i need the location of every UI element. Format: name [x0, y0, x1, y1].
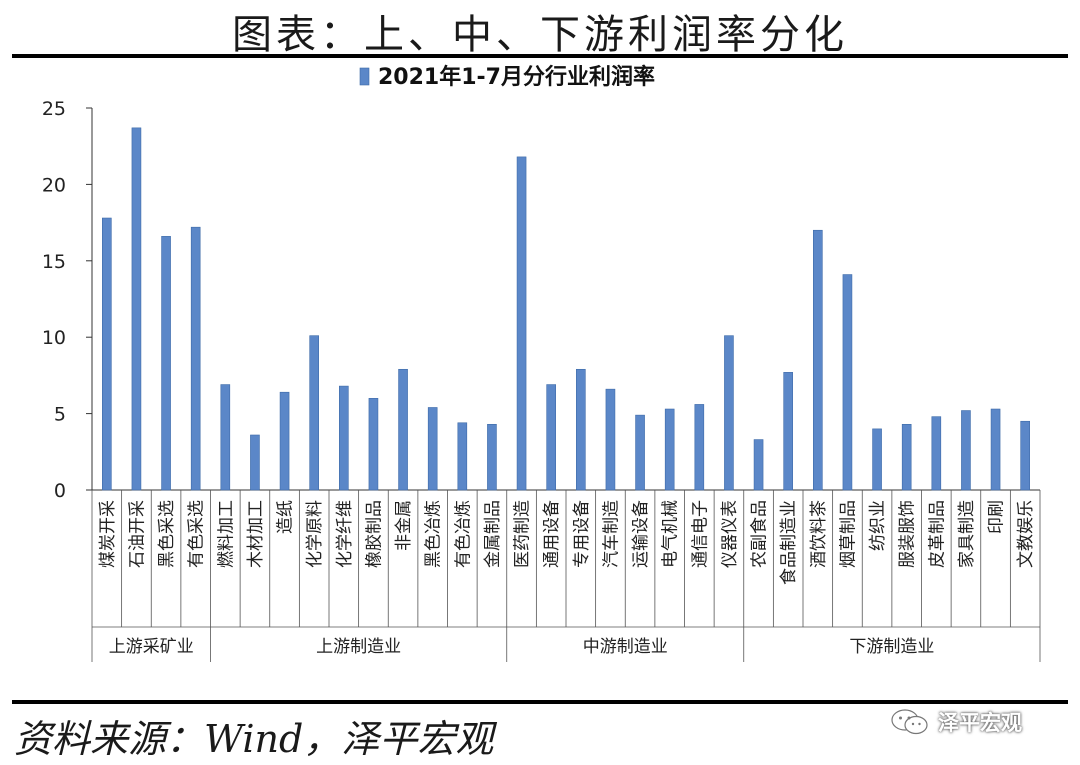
category-groups: 上游采矿业 上游制造业 中游制造业 下游制造业: [91, 626, 1041, 662]
bar: [279, 391, 290, 491]
category-label: 医药制造: [513, 500, 533, 568]
legend-swatch: [359, 67, 370, 86]
chart-axes: 0 5 10 15 20 25: [42, 98, 1040, 502]
bar: [931, 416, 942, 491]
group-label: 中游制造业: [583, 637, 668, 657]
page-title: 图表：上、中、下游利润率分化: [232, 12, 848, 58]
y-tick-label: 0: [54, 480, 66, 502]
y-tick-label: 15: [42, 251, 66, 273]
category-label: 酒饮料茶: [809, 500, 829, 568]
bar-chart: 2021年1-7月分行业利润率 0510152025 煤炭开采 石油开采 黑色采选有…: [42, 64, 1041, 662]
bar: [901, 423, 912, 491]
bar: [961, 410, 971, 491]
legend-label: 2021年1-7月分行业利润率: [378, 64, 655, 90]
group-label: 上游采矿业: [109, 637, 194, 657]
category-label: 专用设备: [572, 500, 592, 568]
bar: [842, 274, 853, 491]
bar-series: [102, 127, 1030, 491]
category-label: 运输设备: [631, 500, 651, 568]
bar: [368, 398, 379, 491]
bar: [516, 156, 527, 491]
bar: [339, 385, 349, 491]
title-rule: [12, 54, 1068, 58]
bar: [487, 423, 497, 491]
bar: [783, 372, 793, 491]
bar: [990, 408, 1001, 491]
bar: [131, 127, 142, 491]
category-label: 化学纤维: [335, 500, 355, 568]
bar: [398, 368, 408, 491]
bar: [576, 368, 586, 491]
watermark-text: 泽平宏观: [938, 711, 1022, 735]
group-label: 上游制造业: [316, 637, 401, 657]
category-label: 黑色采选: [157, 500, 177, 568]
category-label: 印刷: [987, 500, 1007, 534]
category-label: 通用设备: [542, 500, 562, 568]
bar: [724, 335, 734, 491]
category-label: 通信电子: [690, 500, 710, 568]
source-note: 资料来源：Wind，泽平宏观: [14, 717, 494, 761]
y-tick-label: 20: [42, 174, 66, 196]
bar: [427, 407, 438, 491]
category-label: 造纸: [276, 500, 296, 534]
category-label: 农副食品: [750, 500, 770, 568]
category-label: 烟草制品: [838, 500, 858, 568]
y-tick-label: 5: [54, 404, 66, 426]
group-label: 下游制造业: [849, 637, 934, 657]
category-label: 石油开采: [127, 500, 147, 568]
bar: [309, 335, 319, 491]
bar: [161, 236, 171, 491]
category-label: 金属制品: [483, 500, 503, 568]
category-labels: 煤炭开采 石油开采 黑色采选 有色采选 燃料加工 木材加工 造纸 化学原料 化学纤维 橡胶制品 非金…: [91, 490, 1041, 627]
category-label: 有色冶炼: [453, 500, 473, 568]
category-label: 电气机械: [661, 500, 681, 568]
category-label: 纺织业: [868, 500, 888, 551]
category-label: 文教娱乐: [1016, 500, 1036, 568]
category-label: 仪器仪表: [720, 500, 740, 568]
bar: [694, 404, 705, 491]
category-label: 家具制造: [957, 500, 977, 568]
y-tick-label: 25: [42, 98, 66, 120]
bar: [250, 434, 260, 491]
category-label: 化学原料: [305, 500, 325, 568]
bar: [872, 428, 882, 491]
bar: [1020, 420, 1030, 491]
bar: [664, 408, 675, 491]
bar: [102, 217, 112, 491]
category-label: 皮革制品: [927, 500, 947, 568]
y-tick-label: 10: [42, 327, 66, 349]
bar: [605, 388, 616, 491]
category-label: 食品制造业: [779, 500, 799, 585]
wechat-chat-icon: [891, 709, 928, 735]
bar: [220, 384, 231, 491]
category-label: 燃料加工: [216, 500, 236, 568]
category-label: 服装服饰: [898, 500, 918, 568]
watermark: 泽平宏观: [890, 702, 1022, 742]
bar: [813, 229, 823, 491]
category-label: 非金属: [394, 500, 414, 551]
category-label: 黑色冶炼: [424, 500, 444, 568]
bar: [753, 439, 764, 491]
category-label: 有色采选: [187, 500, 207, 568]
bar: [635, 414, 645, 491]
category-label: 汽车制造: [601, 500, 621, 568]
bar: [457, 422, 468, 491]
footer-rule: [12, 700, 1068, 704]
category-label: 橡胶制品: [364, 500, 384, 568]
bar: [546, 384, 556, 491]
category-label: 木材加工: [246, 500, 266, 568]
bar: [190, 226, 201, 491]
category-label: 煤炭开采: [98, 500, 118, 568]
chart-legend: 2021年1-7月分行业利润率: [359, 64, 655, 90]
